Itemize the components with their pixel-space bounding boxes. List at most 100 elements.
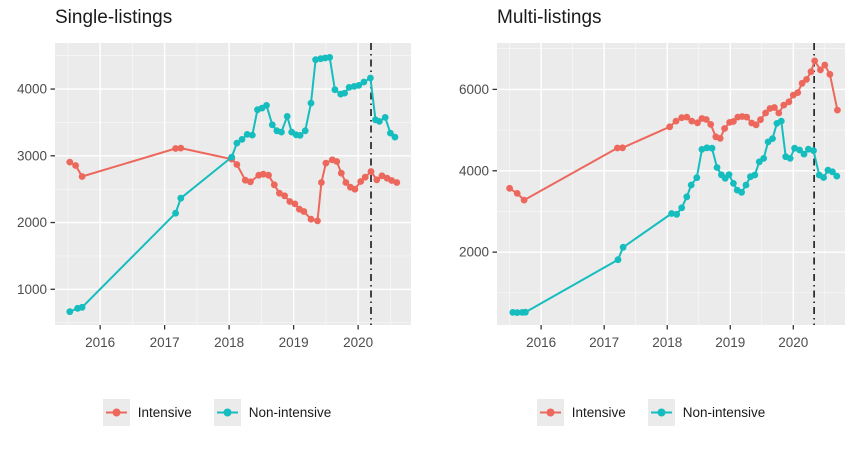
data-point-non_intensive: [805, 145, 812, 153]
x-tick-label: 2018: [214, 335, 244, 350]
data-point-non_intensive: [678, 204, 686, 212]
data-point-intensive: [771, 104, 778, 111]
legend-single-listings: Intensive Non-intensive: [0, 399, 434, 426]
data-point-intensive: [688, 117, 696, 125]
data-point-non_intensive: [381, 114, 389, 121]
x-tick-label: 2018: [652, 335, 682, 350]
data-point-intensive: [66, 158, 74, 166]
series-points-intensive: [506, 57, 841, 204]
data-point-intensive: [678, 114, 686, 122]
axis-tick-labels: 2016 2017 2018 2019 2020 2000 4000 6000: [459, 82, 808, 350]
data-point-intensive: [393, 179, 401, 186]
data-point-non_intensive: [777, 117, 785, 125]
data-point-intensive: [757, 116, 764, 124]
legend-item-non-intensive: Non-intensive: [213, 399, 331, 426]
data-point-non_intensive: [833, 172, 841, 180]
legend-item-intensive: Intensive: [536, 399, 626, 426]
data-point-intensive: [72, 162, 79, 169]
data-point-intensive: [785, 98, 793, 106]
data-point-non_intensive: [228, 153, 236, 161]
data-point-intensive: [342, 179, 350, 186]
data-point-intensive: [270, 181, 278, 189]
y-tick-label: 3000: [17, 148, 47, 163]
data-point-intensive: [672, 117, 680, 125]
data-point-non_intensive: [78, 303, 86, 311]
data-point-intensive: [314, 217, 321, 225]
data-point-intensive: [378, 172, 386, 180]
x-tick-label: 2019: [279, 335, 309, 350]
data-point-intensive: [351, 185, 359, 193]
y-tick-label: 2000: [459, 245, 489, 260]
data-point-intensive: [780, 101, 788, 109]
legend-key-non-intensive: [647, 399, 675, 426]
data-point-non_intensive: [268, 121, 276, 129]
legend-key-non-intensive: [213, 399, 241, 426]
chart-single-listings: Single-listings 2016 2017 2018 2019 2020 1000…: [0, 7, 434, 426]
non-intensive-line-dot-icon: [650, 408, 672, 417]
data-point-non_intensive: [326, 54, 334, 61]
legend-label-intensive: Intensive: [571, 405, 626, 420]
intensive-line-dot-icon: [539, 408, 561, 417]
axis-tick-labels: 2016 2017 2018 2019 2020 1000 2000 3000 4000: [17, 82, 373, 350]
data-point-non_intensive: [683, 193, 691, 201]
data-point-non_intensive: [820, 174, 827, 181]
data-point-non_intensive: [703, 144, 711, 152]
data-point-non_intensive: [810, 147, 817, 155]
legend-label-intensive: Intensive: [137, 405, 192, 420]
x-tick-label: 2020: [343, 335, 373, 350]
data-point-non_intensive: [345, 84, 353, 91]
data-point-intensive: [286, 198, 294, 205]
data-point-non_intensive: [796, 146, 803, 154]
data-point-non_intensive: [238, 136, 246, 143]
data-point-non_intensive: [522, 308, 529, 316]
data-point-non_intensive: [177, 194, 185, 202]
series-points-intensive: [66, 144, 401, 225]
y-tick-label: 4000: [17, 82, 47, 97]
data-point-intensive: [762, 109, 769, 117]
data-point-non_intensive: [668, 210, 675, 217]
data-point-intensive: [826, 70, 834, 78]
chart-title-multi-listings: Multi-listings: [497, 7, 602, 28]
data-point-non_intensive: [619, 243, 627, 251]
data-point-intensive: [177, 144, 185, 152]
data-point-intensive: [803, 76, 810, 83]
data-point-intensive: [683, 113, 691, 121]
data-point-intensive: [619, 144, 626, 152]
data-point-non_intensive: [301, 127, 309, 135]
x-tick-label: 2017: [589, 335, 619, 350]
axis-tick-marks: [50, 88, 359, 330]
data-point-intensive: [666, 123, 674, 131]
series-points-non_intensive: [509, 117, 841, 316]
data-point-non_intensive: [355, 82, 363, 89]
non-intensive-line-dot-icon: [216, 408, 238, 417]
data-point-intensive: [367, 168, 375, 175]
panel-background: [55, 43, 411, 325]
data-point-intensive: [78, 173, 86, 180]
data-point-intensive: [506, 184, 513, 192]
data-point-non_intensive: [233, 139, 241, 147]
x-tick-label: 2016: [85, 335, 115, 350]
data-point-intensive: [794, 89, 802, 96]
plot-multi-listings: 2016 2017 2018 2019 2020 2000 4000 6000: [459, 43, 845, 350]
data-point-non_intensive: [760, 155, 768, 162]
data-point-intensive: [281, 192, 288, 200]
data-point-non_intensive: [243, 131, 251, 138]
data-point-intensive: [730, 118, 737, 125]
data-point-non_intensive: [713, 164, 721, 171]
data-point-non_intensive: [786, 155, 794, 162]
data-point-intensive: [333, 158, 341, 165]
data-point-intensive: [798, 79, 806, 87]
data-point-non_intensive: [312, 56, 319, 64]
data-point-intensive: [721, 125, 728, 132]
series-points-non_intensive: [66, 54, 399, 316]
data-point-intensive: [300, 208, 308, 215]
data-point-non_intensive: [341, 89, 348, 97]
data-point-intensive: [821, 61, 829, 69]
data-point-intensive: [247, 178, 254, 186]
data-point-non_intensive: [331, 86, 339, 94]
data-point-non_intensive: [283, 113, 291, 120]
data-point-intensive: [614, 144, 621, 152]
data-point-non_intensive: [687, 181, 695, 189]
data-point-intensive: [775, 109, 783, 117]
